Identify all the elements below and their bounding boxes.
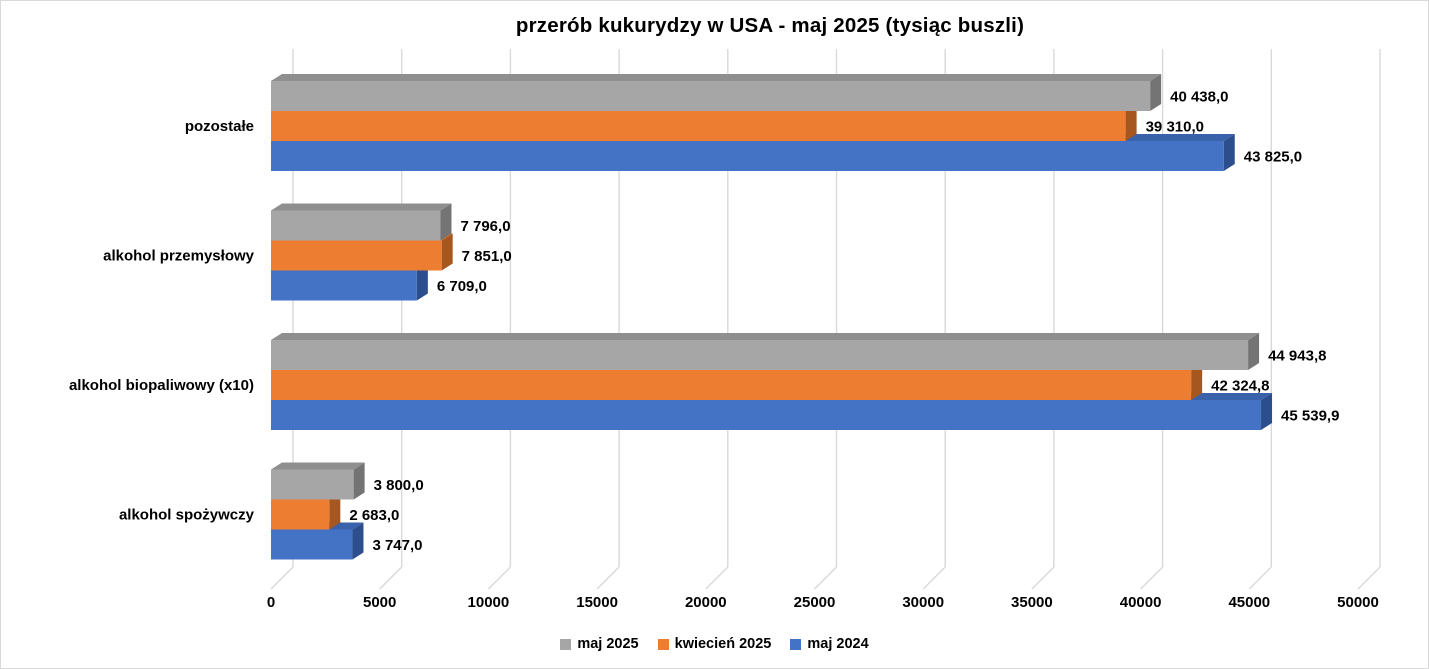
legend-item-kwiecie-2025: kwiecień 2025 [657, 636, 772, 652]
bar-maj-2024-pozosta-e-side [1223, 134, 1235, 171]
chart-title: przerób kukurydzy w USA - maj 2025 (tysi… [515, 14, 1025, 37]
category-label-alkohol-spo-ywczy: alkohol spożywczy [119, 507, 255, 524]
bar-maj-2025-pozosta-e-side [1150, 74, 1162, 111]
gridline-floor-segment [814, 566, 837, 590]
bar-kwiecie-2025-alkohol-biopaliwowy-x10-side [1191, 363, 1203, 400]
category-label-alkohol-biopaliwowy-x10: alkohol biopaliwowy (x10) [69, 377, 254, 394]
gridline-floor-segment [596, 566, 620, 590]
value-label-kwiecie-2025-alkohol-przemys-owy: 7 851,0 [462, 248, 512, 265]
value-label-maj-2024-pozosta-e: 43 825,0 [1244, 149, 1302, 166]
bar-maj-2025-alkohol-przemys-owy [271, 210, 441, 241]
value-label-maj-2025-alkohol-przemys-owy: 7 796,0 [460, 218, 510, 235]
bar-kwiecie-2025-alkohol-spo-ywczy [271, 499, 330, 530]
gridline-floor-segment [1357, 566, 1381, 590]
legend-label-maj-2024: maj 2024 [807, 636, 869, 652]
legend-item-maj-2025: maj 2025 [560, 636, 639, 652]
bar-maj-2025-alkohol-przemys-owy-side [440, 203, 452, 241]
x-axis-tick-label: 20000 [685, 594, 727, 611]
bar-kwiecie-2025-alkohol-przemys-owy [271, 240, 442, 271]
x-axis-tick-label: 50000 [1337, 594, 1379, 611]
value-label-kwiecie-2025-pozosta-e: 39 310,0 [1146, 119, 1204, 136]
value-label-maj-2025-alkohol-spo-ywczy: 3 800,0 [374, 477, 424, 494]
category-label-pozosta-e: pozostałe [185, 118, 254, 135]
bar-kwiecie-2025-alkohol-przemys-owy-side [441, 233, 453, 271]
legend-label-maj-2025: maj 2025 [577, 636, 639, 652]
bar-maj-2025-alkohol-spo-ywczy [271, 469, 354, 500]
value-label-kwiecie-2025-alkohol-biopaliwowy-x10: 42 324,8 [1211, 378, 1269, 395]
bar-maj-2024-alkohol-przemys-owy [271, 270, 417, 301]
value-label-maj-2025-pozosta-e: 40 438,0 [1170, 89, 1228, 106]
bar-kwiecie-2025-pozosta-e [271, 111, 1126, 141]
gridline-floor-segment [270, 566, 294, 590]
x-axis-tick-label: 30000 [902, 594, 944, 611]
x-axis-tick-label: 35000 [1011, 594, 1053, 611]
bar-maj-2025-alkohol-przemys-owy-top [271, 203, 452, 211]
bar-maj-2024-alkohol-biopaliwowy-x10-side [1261, 393, 1273, 430]
legend-swatch-maj-2024 [790, 638, 802, 650]
legend-item-maj-2024: maj 2024 [790, 636, 869, 652]
value-label-maj-2024-alkohol-przemys-owy: 6 709,0 [437, 278, 487, 295]
bar-kwiecie-2025-alkohol-spo-ywczy-side [329, 492, 341, 530]
x-axis-tick-label: 45000 [1228, 594, 1270, 611]
gridline-floor-segment [1031, 566, 1055, 590]
gridline-floor-segment [705, 566, 729, 590]
value-label-maj-2025-alkohol-biopaliwowy-x10: 44 943,8 [1268, 348, 1326, 365]
gridline-floor-segment [487, 566, 511, 590]
x-axis-tick-label: 25000 [794, 594, 836, 611]
bar-kwiecie-2025-alkohol-biopaliwowy-x10 [271, 370, 1192, 400]
gridline-floor-segment [922, 566, 946, 590]
bar-maj-2024-alkohol-spo-ywczy [271, 529, 353, 560]
x-axis-tick-label: 5000 [363, 594, 396, 611]
gridline-floor-segment [1140, 566, 1164, 590]
bar-maj-2025-alkohol-biopaliwowy-x10 [271, 340, 1249, 370]
x-axis-tick-label: 10000 [468, 594, 510, 611]
category-label-alkohol-przemys-owy: alkohol przemysłowy [103, 248, 255, 265]
gridline-floor-segment [379, 566, 403, 590]
legend-swatch-kwiecie-2025 [657, 638, 669, 650]
bar-maj-2025-pozosta-e [271, 81, 1151, 111]
bar-maj-2024-pozosta-e [271, 141, 1224, 171]
legend-swatch-maj-2025 [560, 638, 572, 650]
value-label-maj-2024-alkohol-biopaliwowy-x10: 45 539,9 [1281, 408, 1339, 425]
bar-maj-2025-alkohol-spo-ywczy-side [353, 462, 365, 500]
x-axis-tick-label: 15000 [576, 594, 618, 611]
bar-maj-2024-alkohol-biopaliwowy-x10 [271, 400, 1262, 430]
bar-maj-2025-alkohol-spo-ywczy-top [271, 462, 365, 470]
x-axis-tick-label: 0 [267, 594, 275, 611]
bar-maj-2025-alkohol-biopaliwowy-x10-side [1248, 333, 1260, 370]
bar-maj-2025-pozosta-e-top [271, 74, 1162, 81]
value-label-maj-2024-alkohol-spo-ywczy: 3 747,0 [372, 537, 422, 554]
bar-maj-2024-alkohol-spo-ywczy-side [352, 522, 364, 560]
legend-label-kwiecie-2025: kwiecień 2025 [674, 636, 772, 652]
bar-maj-2024-alkohol-przemys-owy-side [416, 263, 428, 301]
bar-kwiecie-2025-pozosta-e-side [1125, 104, 1137, 141]
value-label-kwiecie-2025-alkohol-spo-ywczy: 2 683,0 [349, 507, 399, 524]
x-axis-tick-label: 40000 [1120, 594, 1162, 611]
legend: maj 2025 kwiecień 2025 maj 2024 [1, 636, 1428, 652]
bar-maj-2025-alkohol-biopaliwowy-x10-top [271, 333, 1260, 340]
gridline-floor-segment [1248, 566, 1272, 590]
